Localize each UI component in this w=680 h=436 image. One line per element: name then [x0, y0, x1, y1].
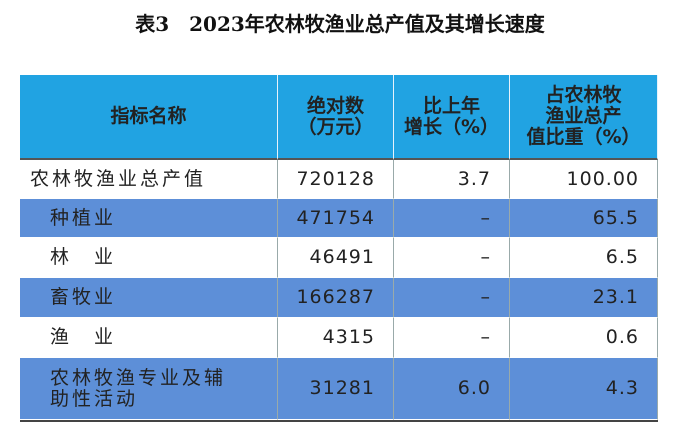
label-text: 林 业 — [50, 246, 117, 268]
cell-value: 4315 — [278, 318, 394, 358]
header-text: 值比重（%） — [526, 126, 641, 148]
header-text: 增长（%） — [403, 115, 500, 138]
value-text: 0.6 — [605, 326, 639, 348]
table-bottom-rule — [20, 420, 658, 422]
header-text: 指标名称 — [110, 105, 187, 127]
row-label: 林 业 — [20, 238, 278, 278]
cell-value: 100.00 — [510, 160, 658, 199]
value-text: – — [480, 206, 491, 229]
cell-value: 720128 — [278, 160, 394, 199]
value-text: 4.3 — [605, 377, 639, 399]
header-text: 渔业总产 — [545, 105, 622, 127]
cell-value: 31281 — [278, 358, 394, 420]
header-cell: 指标名称 — [20, 75, 278, 160]
cell-value: 6.5 — [510, 238, 658, 278]
cell-value: – — [394, 238, 510, 278]
label-text: 农林牧渔专业及辅 — [50, 366, 227, 389]
header-text: 占农林牧 — [545, 84, 622, 106]
label-text: 助性活动 — [50, 387, 139, 410]
value-text: 31281 — [309, 377, 375, 399]
value-text: 4315 — [322, 326, 375, 348]
value-text: 100.00 — [566, 167, 639, 190]
cell-value: 0.6 — [510, 318, 658, 358]
row-label: 渔 业 — [20, 318, 278, 358]
cell-value: – — [394, 278, 510, 318]
cell-value: – — [394, 199, 510, 238]
value-text: 6.0 — [457, 377, 491, 399]
label-text: 渔 业 — [50, 326, 117, 348]
cell-value: 471754 — [278, 199, 394, 238]
cell-value: 6.0 — [394, 358, 510, 420]
value-text: 3.7 — [457, 167, 491, 190]
header-cell: 占农林牧 渔业总产 值比重（%） — [510, 75, 658, 160]
cell-value: 3.7 — [394, 160, 510, 199]
value-text: – — [480, 326, 491, 348]
row-label: 农林牧渔专业及辅 助性活动 — [20, 358, 278, 420]
cell-value: 4.3 — [510, 358, 658, 420]
cell-value: 65.5 — [510, 199, 658, 238]
label-text: 畜牧业 — [50, 286, 117, 308]
cell-value: 46491 — [278, 238, 394, 278]
header-text: 比上年 — [422, 94, 480, 117]
value-text: 65.5 — [592, 206, 639, 229]
value-text: 23.1 — [592, 286, 639, 308]
row-label: 种植业 — [20, 199, 278, 238]
row-label: 畜牧业 — [20, 278, 278, 318]
label-text: 种植业 — [50, 206, 117, 229]
value-text: 166287 — [296, 286, 375, 308]
row-label: 农林牧渔业总产值 — [20, 160, 278, 199]
label-text: 农林牧渔业总产值 — [30, 167, 207, 190]
value-text: 720128 — [296, 167, 375, 190]
value-text: 46491 — [309, 246, 375, 268]
header-cell: 比上年 增长（%） — [394, 75, 510, 160]
cell-value: 166287 — [278, 278, 394, 318]
value-text: 471754 — [296, 206, 375, 229]
value-text: – — [480, 246, 491, 268]
value-text: 6.5 — [605, 246, 639, 268]
cell-value: 23.1 — [510, 278, 658, 318]
cell-value: – — [394, 318, 510, 358]
header-cell: 绝对数 （万元） — [278, 75, 394, 160]
header-text: （万元） — [297, 115, 374, 138]
value-text: – — [480, 286, 491, 308]
header-text: 绝对数 — [306, 94, 364, 117]
table-title: 表3 2023年农林牧渔业总产值及其增长速度 — [135, 12, 545, 36]
